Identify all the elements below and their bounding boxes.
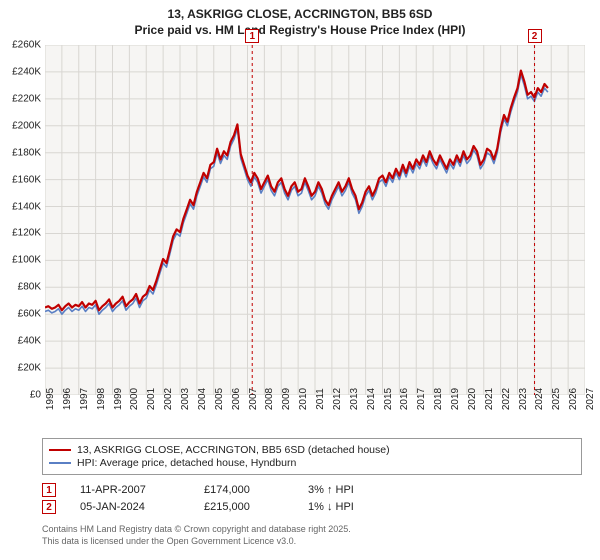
footer-line1: Contains HM Land Registry data © Crown c… — [42, 524, 351, 536]
x-axis: 1995199619971998199920002001200220032004… — [45, 395, 585, 440]
y-tick-label: £60K — [18, 309, 41, 320]
x-tick-label: 2014 — [366, 388, 377, 410]
x-tick-label: 2010 — [298, 388, 309, 410]
marker-label-2: 2 — [528, 29, 542, 43]
legend-swatch-2 — [49, 462, 71, 464]
x-tick-label: 2005 — [214, 388, 225, 410]
x-tick-label: 2011 — [315, 388, 326, 410]
y-tick-label: £20K — [18, 363, 41, 374]
x-tick-label: 2001 — [146, 388, 157, 410]
x-tick-label: 2009 — [281, 388, 292, 410]
legend-label-1: 13, ASKRIGG CLOSE, ACCRINGTON, BB5 6SD (… — [77, 444, 390, 456]
sale-row-1: 1 11-APR-2007 £174,000 3% ↑ HPI — [42, 483, 582, 497]
x-tick-label: 1996 — [62, 388, 73, 410]
x-tick-label: 2008 — [264, 388, 275, 410]
y-axis: £0£20K£40K£60K£80K£100K£120K£140K£160K£1… — [0, 45, 45, 395]
x-tick-label: 2026 — [568, 388, 579, 410]
x-tick-label: 2022 — [501, 388, 512, 410]
x-tick-label: 1997 — [79, 388, 90, 410]
x-tick-label: 2003 — [180, 388, 191, 410]
x-tick-label: 2013 — [349, 388, 360, 410]
plot-svg — [45, 45, 585, 395]
sale-pct-1: 3% ↑ HPI — [308, 484, 398, 496]
sale-marker-1: 1 — [42, 483, 56, 497]
y-tick-label: £0 — [30, 390, 41, 401]
chart-title: 13, ASKRIGG CLOSE, ACCRINGTON, BB5 6SD P… — [0, 0, 600, 38]
sale-row-2: 2 05-JAN-2024 £215,000 1% ↓ HPI — [42, 500, 582, 514]
x-tick-label: 2007 — [248, 388, 259, 410]
x-tick-label: 2017 — [416, 388, 427, 410]
x-tick-label: 2012 — [332, 388, 343, 410]
title-line2: Price paid vs. HM Land Registry's House … — [0, 22, 600, 38]
y-tick-label: £40K — [18, 336, 41, 347]
footer-attribution: Contains HM Land Registry data © Crown c… — [42, 524, 351, 547]
x-tick-label: 2015 — [383, 388, 394, 410]
title-line1: 13, ASKRIGG CLOSE, ACCRINGTON, BB5 6SD — [0, 6, 600, 22]
y-tick-label: £260K — [12, 40, 41, 51]
x-tick-label: 2002 — [163, 388, 174, 410]
y-tick-label: £180K — [12, 147, 41, 158]
marker-label-1: 1 — [245, 29, 259, 43]
footer-line2: This data is licensed under the Open Gov… — [42, 536, 351, 548]
x-tick-label: 2000 — [129, 388, 140, 410]
sale-price-2: £215,000 — [204, 501, 284, 513]
x-tick-label: 2023 — [518, 388, 529, 410]
x-tick-label: 2021 — [484, 388, 495, 410]
y-tick-label: £220K — [12, 93, 41, 104]
sale-date-2: 05-JAN-2024 — [80, 501, 180, 513]
y-tick-label: £240K — [12, 66, 41, 77]
x-tick-label: 2020 — [467, 388, 478, 410]
x-tick-label: 1995 — [45, 388, 56, 410]
legend: 13, ASKRIGG CLOSE, ACCRINGTON, BB5 6SD (… — [42, 438, 582, 475]
sale-pct-2: 1% ↓ HPI — [308, 501, 398, 513]
x-tick-label: 1998 — [96, 388, 107, 410]
legend-item-2: HPI: Average price, detached house, Hynd… — [49, 457, 575, 469]
x-tick-label: 1999 — [113, 388, 124, 410]
y-tick-label: £160K — [12, 174, 41, 185]
x-tick-label: 2024 — [534, 388, 545, 410]
x-tick-label: 2025 — [551, 388, 562, 410]
sale-price-1: £174,000 — [204, 484, 284, 496]
legend-swatch-1 — [49, 449, 71, 451]
y-tick-label: £80K — [18, 282, 41, 293]
y-tick-label: £200K — [12, 120, 41, 131]
x-tick-label: 2019 — [450, 388, 461, 410]
sales-table: 1 11-APR-2007 £174,000 3% ↑ HPI 2 05-JAN… — [42, 480, 582, 517]
x-tick-label: 2006 — [231, 388, 242, 410]
y-tick-label: £100K — [12, 255, 41, 266]
legend-label-2: HPI: Average price, detached house, Hynd… — [77, 457, 296, 469]
x-tick-label: 2018 — [433, 388, 444, 410]
x-tick-label: 2027 — [585, 388, 596, 410]
y-tick-label: £140K — [12, 201, 41, 212]
plot-area — [45, 45, 585, 395]
legend-item-1: 13, ASKRIGG CLOSE, ACCRINGTON, BB5 6SD (… — [49, 444, 575, 456]
x-tick-label: 2016 — [399, 388, 410, 410]
y-tick-label: £120K — [12, 228, 41, 239]
sale-date-1: 11-APR-2007 — [80, 484, 180, 496]
sale-marker-2: 2 — [42, 500, 56, 514]
chart-container: 13, ASKRIGG CLOSE, ACCRINGTON, BB5 6SD P… — [0, 0, 600, 560]
x-tick-label: 2004 — [197, 388, 208, 410]
